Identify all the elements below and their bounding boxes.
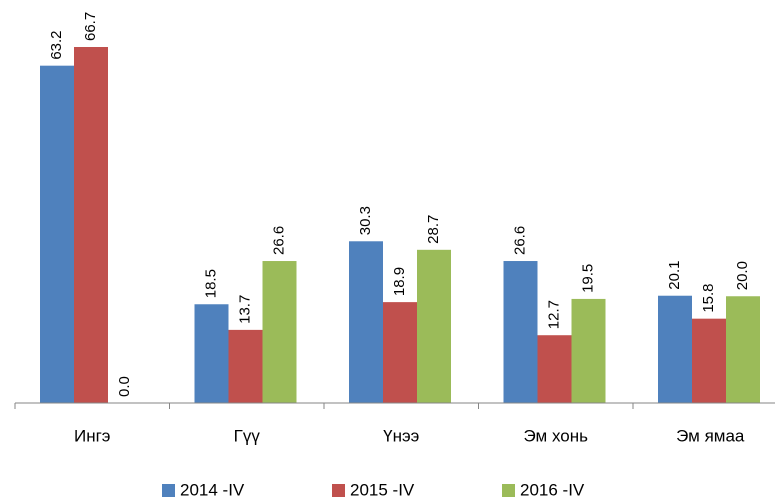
bar xyxy=(262,261,297,403)
value-label: 18.9 xyxy=(391,267,408,296)
legend-label: 2014 -IV xyxy=(180,480,245,499)
bar xyxy=(349,241,383,403)
bar xyxy=(74,47,108,403)
legend-swatch xyxy=(332,484,345,497)
value-label: 30.3 xyxy=(357,206,374,235)
x-tick-label: Гүү xyxy=(234,426,261,445)
bar xyxy=(194,304,229,403)
value-label: 0.0 xyxy=(116,376,133,397)
bar xyxy=(658,295,692,403)
x-tick-label: Үнээ xyxy=(383,426,419,445)
bar xyxy=(692,318,726,403)
bar xyxy=(537,335,572,403)
bar xyxy=(40,65,74,403)
bar xyxy=(571,298,606,403)
legend-swatch xyxy=(502,484,515,497)
x-tick-label: Ингэ xyxy=(74,426,110,445)
value-label: 15.8 xyxy=(700,283,717,312)
x-tick-label: Эм хонь xyxy=(524,426,589,445)
value-label: 26.6 xyxy=(270,226,287,255)
value-label: 13.7 xyxy=(236,295,253,324)
value-label: 18.5 xyxy=(202,269,219,298)
bar xyxy=(503,261,538,403)
value-label: 12.7 xyxy=(545,300,562,329)
bar xyxy=(417,249,451,403)
bar xyxy=(726,296,760,403)
bar xyxy=(228,329,263,403)
legend-swatch xyxy=(162,484,175,497)
value-label: 66.7 xyxy=(82,12,99,41)
value-label: 19.5 xyxy=(579,264,596,293)
x-tick-label: Эм ямаа xyxy=(676,426,745,445)
value-label: 26.6 xyxy=(511,226,528,255)
bar xyxy=(383,302,417,403)
value-label: 20.0 xyxy=(734,261,751,290)
legend-label: 2016 -IV xyxy=(520,480,585,499)
legend-label: 2015 -IV xyxy=(350,480,415,499)
value-label: 20.1 xyxy=(666,261,683,290)
value-label: 28.7 xyxy=(425,215,442,244)
value-label: 63.2 xyxy=(48,30,65,59)
